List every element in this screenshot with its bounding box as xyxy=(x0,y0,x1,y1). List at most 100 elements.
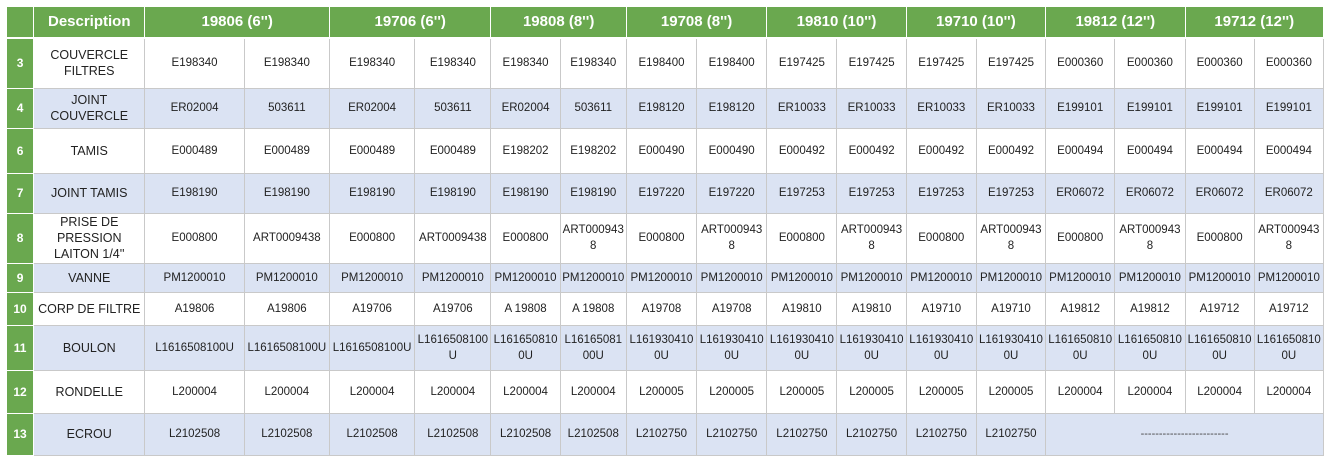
part-code-cell: A19710 xyxy=(905,291,977,326)
part-code-cell: E000494 xyxy=(1045,127,1116,174)
row-number: 7 xyxy=(5,172,35,214)
part-code-cell: E000800 xyxy=(328,212,416,264)
table-row: 4 JOINT COUVERCLE ER02004 503611 ER02004 5036… xyxy=(5,87,1325,129)
header-model-0: 19806 (6'') xyxy=(144,6,330,39)
part-code-cell: PM1200010 xyxy=(905,262,977,293)
row-description: JOINT COUVERCLE xyxy=(33,87,146,129)
part-code-cell: E199101 xyxy=(1045,87,1116,129)
part-code-cell: 503611 xyxy=(559,87,627,129)
header-model-5: 19710 (10'') xyxy=(905,6,1047,39)
part-code-cell: ER10033 xyxy=(836,87,907,129)
table-row: 10 CORP DE FILTRE A19806 A19806 A19706 A19706… xyxy=(5,291,1325,326)
part-code-cell: E000360 xyxy=(1045,37,1116,89)
row-number: 4 xyxy=(5,87,35,129)
part-code-cell: L200005 xyxy=(975,369,1047,414)
part-code-cell: L200004 xyxy=(1114,369,1186,414)
part-code-cell: E198340 xyxy=(414,37,492,89)
part-code-cell: L200004 xyxy=(243,369,330,414)
row-description: PRISE DE PRESSION LAITON 1/4'' xyxy=(33,212,146,264)
part-code-cell: PM1200010 xyxy=(328,262,416,293)
part-code-cell: A19708 xyxy=(625,291,698,326)
part-code-cell: PM1200010 xyxy=(243,262,330,293)
part-code-cell: PM1200010 xyxy=(1184,262,1255,293)
part-code-cell: L200004 xyxy=(490,369,561,414)
table-row: 11 BOULON L1616508100U L1616508100U L1616508… xyxy=(5,324,1325,371)
part-code-cell: PM1200010 xyxy=(696,262,768,293)
part-code-cell: E000800 xyxy=(905,212,977,264)
part-code-cell: A19712 xyxy=(1184,291,1255,326)
part-code-cell: L2102508 xyxy=(414,412,492,456)
part-code-cell: PM1200010 xyxy=(1253,262,1325,293)
part-code-cell: E000494 xyxy=(1114,127,1186,174)
part-code-cell: ART0009438 xyxy=(243,212,330,264)
part-code-cell: E199101 xyxy=(1114,87,1186,129)
part-code-cell: E197425 xyxy=(766,37,838,89)
header-model-7: 19712 (12'') xyxy=(1184,6,1324,39)
part-code-cell: E198202 xyxy=(559,127,627,174)
table-row: 9 VANNE PM1200010 PM1200010 PM1200010 PM12000… xyxy=(5,262,1325,293)
part-code-cell: ER02004 xyxy=(328,87,416,129)
part-code-cell: ER06072 xyxy=(1114,172,1186,214)
part-code-cell: E000490 xyxy=(696,127,768,174)
part-code-cell: ER02004 xyxy=(144,87,245,129)
row-description: RONDELLE xyxy=(33,369,146,414)
part-code-cell: PM1200010 xyxy=(625,262,698,293)
part-code-cell: ER02004 xyxy=(490,87,561,129)
row-number: 13 xyxy=(5,412,35,456)
table-row: 3 COUVERCLE FILTRES E198340 E198340 E198340 E… xyxy=(5,37,1325,89)
row-number: 8 xyxy=(5,212,35,264)
part-code-cell: E000492 xyxy=(766,127,838,174)
part-code-cell: E198190 xyxy=(490,172,561,214)
part-code-cell: L200004 xyxy=(144,369,245,414)
table-row: 6 TAMIS E000489 E000489 E000489 E000489 E19820… xyxy=(5,127,1325,174)
part-code-cell: E000494 xyxy=(1253,127,1325,174)
part-code-cell: E000489 xyxy=(328,127,416,174)
table-row: 7 JOINT TAMIS E198190 E198190 E198190 E198190… xyxy=(5,172,1325,214)
header-corner xyxy=(5,6,35,39)
part-code-cell: L1616508100U xyxy=(1184,324,1255,371)
row-number: 12 xyxy=(5,369,35,414)
part-code-cell: A19706 xyxy=(414,291,492,326)
part-code-cell: E000800 xyxy=(766,212,838,264)
part-code-cell: L2102508 xyxy=(144,412,245,456)
part-code-cell: L200004 xyxy=(1184,369,1255,414)
part-code-cell: ART0009438 xyxy=(1114,212,1186,264)
part-code-cell: L1619304100U xyxy=(836,324,907,371)
table-body: 3 COUVERCLE FILTRES E198340 E198340 E198340 E… xyxy=(5,37,1325,456)
part-code-cell: L200004 xyxy=(1253,369,1325,414)
part-code-cell: A19810 xyxy=(766,291,838,326)
part-code-cell: ER06072 xyxy=(1184,172,1255,214)
part-code-cell: E000492 xyxy=(975,127,1047,174)
spare-parts-table-container: Description 19806 (6'') 19706 (6'') 19808 … xyxy=(5,6,1325,456)
row-description: JOINT TAMIS xyxy=(33,172,146,214)
part-code-cell: L2102750 xyxy=(696,412,768,456)
part-code-cell: L2102508 xyxy=(559,412,627,456)
header-model-4: 19810 (10'') xyxy=(766,6,907,39)
part-code-cell: PM1200010 xyxy=(414,262,492,293)
part-code-cell: L1619304100U xyxy=(696,324,768,371)
part-code-cell: L2102508 xyxy=(490,412,561,456)
part-code-cell: E000492 xyxy=(836,127,907,174)
part-code-cell: E198190 xyxy=(414,172,492,214)
part-code-cell: E198202 xyxy=(490,127,561,174)
part-code-cell: L1619304100U xyxy=(905,324,977,371)
part-code-cell: ART0009438 xyxy=(975,212,1047,264)
part-code-cell: A19812 xyxy=(1045,291,1116,326)
part-code-cell: A19806 xyxy=(144,291,245,326)
part-code-cell: E000360 xyxy=(1114,37,1186,89)
part-code-cell: E000492 xyxy=(905,127,977,174)
part-code-cell: E197253 xyxy=(836,172,907,214)
part-code-cell: E000800 xyxy=(1045,212,1116,264)
part-code-cell: E000360 xyxy=(1184,37,1255,89)
part-code-cell: E199101 xyxy=(1253,87,1325,129)
header-model-6: 19812 (12'') xyxy=(1045,6,1186,39)
part-code-cell: L200005 xyxy=(766,369,838,414)
header-model-1: 19706 (6'') xyxy=(328,6,492,39)
part-code-cell: E197425 xyxy=(836,37,907,89)
part-code-cell: L200005 xyxy=(905,369,977,414)
part-code-cell: E197253 xyxy=(766,172,838,214)
part-code-cell: L1616508100U xyxy=(243,324,330,371)
part-code-cell: L1616508100U xyxy=(144,324,245,371)
part-code-cell: E197425 xyxy=(905,37,977,89)
part-code-cell: ART0009438 xyxy=(696,212,768,264)
